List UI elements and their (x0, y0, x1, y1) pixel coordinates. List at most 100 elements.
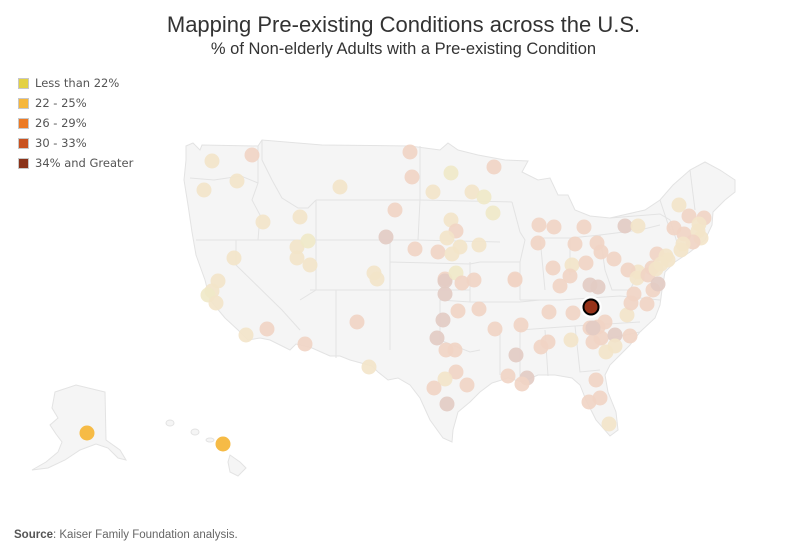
marker[interactable] (590, 279, 606, 295)
marker[interactable] (671, 197, 687, 213)
legend-item[interactable]: 22 - 25% (18, 93, 133, 113)
marker[interactable] (681, 208, 697, 224)
marker[interactable] (531, 217, 547, 233)
marker[interactable] (513, 317, 529, 333)
marker[interactable] (444, 246, 460, 262)
legend-label: 34% and Greater (35, 156, 134, 170)
marker[interactable] (429, 330, 445, 346)
marker[interactable] (259, 321, 275, 337)
marker[interactable] (639, 296, 655, 312)
marker[interactable] (650, 276, 666, 292)
marker[interactable] (302, 257, 318, 273)
marker[interactable] (255, 214, 271, 230)
marker[interactable] (454, 275, 470, 291)
marker[interactable] (425, 184, 441, 200)
marker[interactable] (486, 159, 502, 175)
marker[interactable] (292, 209, 308, 225)
marker[interactable] (215, 436, 231, 452)
marker[interactable] (426, 380, 442, 396)
marker[interactable] (617, 218, 633, 234)
marker[interactable] (485, 205, 501, 221)
marker[interactable] (567, 236, 583, 252)
marker-layer[interactable] (79, 144, 712, 452)
marker[interactable] (508, 347, 524, 363)
marker-highlighted[interactable] (582, 298, 600, 316)
marker[interactable] (437, 273, 453, 289)
marker[interactable] (443, 165, 459, 181)
marker[interactable] (466, 272, 482, 288)
marker[interactable] (435, 312, 451, 328)
marker[interactable] (229, 173, 245, 189)
marker[interactable] (471, 301, 487, 317)
marker[interactable] (369, 271, 385, 287)
marker[interactable] (487, 321, 503, 337)
marker[interactable] (204, 153, 220, 169)
marker[interactable] (450, 303, 466, 319)
marker[interactable] (622, 328, 638, 344)
marker[interactable] (447, 342, 463, 358)
marker[interactable] (437, 286, 453, 302)
marker[interactable] (349, 314, 365, 330)
marker[interactable] (244, 147, 260, 163)
marker[interactable] (361, 359, 377, 375)
marker[interactable] (585, 320, 601, 336)
marker[interactable] (402, 144, 418, 160)
marker[interactable] (541, 304, 557, 320)
marker[interactable] (439, 396, 455, 412)
marker[interactable] (673, 242, 689, 258)
marker[interactable] (607, 327, 623, 343)
marker[interactable] (297, 336, 313, 352)
marker[interactable] (514, 376, 530, 392)
marker[interactable] (464, 184, 480, 200)
marker[interactable] (500, 368, 516, 384)
marker[interactable] (208, 295, 224, 311)
marker[interactable] (592, 390, 608, 406)
marker[interactable] (578, 255, 594, 271)
marker[interactable] (623, 295, 639, 311)
marker[interactable] (619, 307, 635, 323)
marker[interactable] (407, 241, 423, 257)
marker[interactable] (289, 250, 305, 266)
marker[interactable] (593, 244, 609, 260)
marker[interactable] (448, 364, 464, 380)
marker[interactable] (439, 230, 455, 246)
marker[interactable] (387, 202, 403, 218)
marker[interactable] (404, 169, 420, 185)
marker[interactable] (606, 251, 622, 267)
marker[interactable] (562, 268, 578, 284)
marker[interactable] (648, 261, 664, 277)
marker[interactable] (552, 278, 568, 294)
marker[interactable] (530, 235, 546, 251)
marker[interactable] (430, 244, 446, 260)
marker[interactable] (507, 271, 523, 287)
marker[interactable] (630, 218, 646, 234)
marker[interactable] (332, 179, 348, 195)
marker[interactable] (546, 219, 562, 235)
legend-item[interactable]: 30 - 33% (18, 133, 133, 153)
marker[interactable] (576, 219, 592, 235)
marker[interactable] (565, 305, 581, 321)
marker[interactable] (300, 233, 316, 249)
marker[interactable] (593, 330, 609, 346)
marker[interactable] (545, 260, 561, 276)
marker[interactable] (588, 372, 604, 388)
marker[interactable] (196, 182, 212, 198)
marker[interactable] (540, 334, 556, 350)
legend-item[interactable]: 26 - 29% (18, 113, 133, 133)
marker[interactable] (289, 239, 305, 255)
marker[interactable] (378, 229, 394, 245)
legend-item[interactable]: 34% and Greater (18, 153, 133, 173)
marker[interactable] (601, 416, 617, 432)
marker[interactable] (597, 314, 613, 330)
marker[interactable] (226, 250, 242, 266)
marker[interactable] (79, 425, 95, 441)
marker[interactable] (607, 338, 623, 354)
marker[interactable] (563, 332, 579, 348)
marker[interactable] (476, 189, 492, 205)
marker[interactable] (437, 371, 453, 387)
legend-item[interactable]: Less than 22% (18, 73, 133, 93)
marker[interactable] (471, 237, 487, 253)
marker[interactable] (238, 327, 254, 343)
marker[interactable] (459, 377, 475, 393)
